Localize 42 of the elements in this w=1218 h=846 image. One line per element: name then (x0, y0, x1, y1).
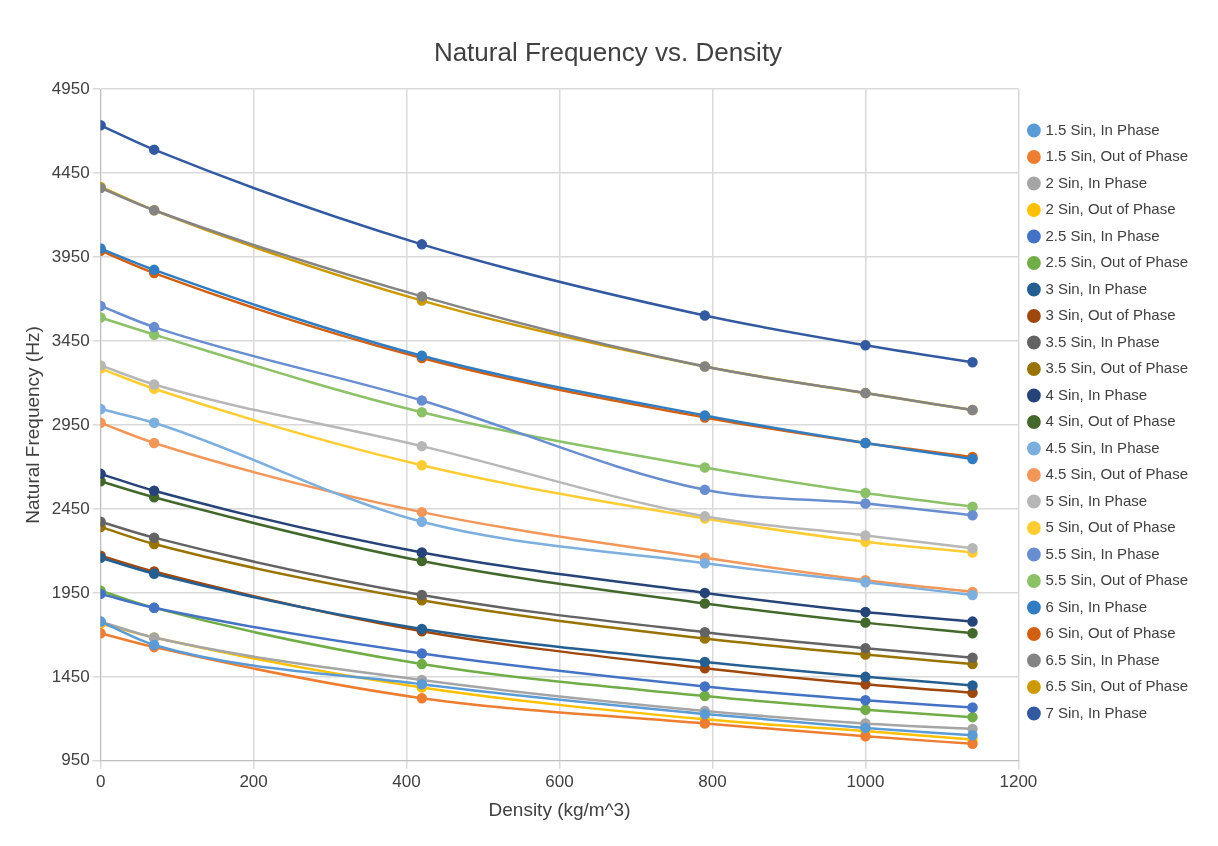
x-tick-label: 0 (95, 771, 106, 791)
x-tick-label: 400 (392, 771, 421, 791)
legend-label: 2 Sin, Out of Phase (1045, 200, 1176, 218)
legend-label: 6 Sin, In Phase (1045, 597, 1148, 615)
legend-label: 7 Sin, In Phase (1045, 703, 1148, 721)
legend-label: 1.5 Sin, Out of Phase (1045, 147, 1189, 165)
x-axis-title: Density (kg/m^3) (488, 798, 631, 820)
legend-label: 2.5 Sin, In Phase (1045, 226, 1160, 244)
legend-label: 2 Sin, In Phase (1045, 173, 1148, 191)
legend-label: 4.5 Sin, In Phase (1045, 438, 1160, 456)
y-tick-label: 2950 (51, 414, 90, 434)
y-tick-label: 2450 (51, 498, 90, 518)
y-tick-label: 4450 (51, 162, 90, 182)
legend-label: 5.5 Sin, Out of Phase (1045, 571, 1189, 589)
y-axis-title: Natural Frequency (Hz) (21, 326, 43, 524)
x-tick-label: 200 (239, 771, 268, 791)
x-tick-label: 600 (545, 771, 574, 791)
legend-label: 4.5 Sin, Out of Phase (1045, 465, 1189, 483)
y-tick-label: 4950 (51, 78, 90, 98)
chart-title: Natural Frequency vs. Density (433, 36, 783, 67)
legend-label: 2.5 Sin, Out of Phase (1045, 253, 1189, 271)
y-tick-label: 950 (61, 750, 90, 770)
legend-label: 3.5 Sin, In Phase (1045, 332, 1160, 350)
y-tick-label: 1450 (51, 666, 90, 686)
y-tick-label: 1950 (51, 582, 90, 602)
legend-label: 3 Sin, Out of Phase (1045, 306, 1176, 324)
x-tick-label: 1200 (999, 771, 1038, 791)
y-tick-label: 3450 (51, 330, 90, 350)
legend-label: 1.5 Sin, In Phase (1045, 120, 1160, 138)
legend-label: 5 Sin, In Phase (1045, 491, 1148, 509)
legend-label: 6.5 Sin, In Phase (1045, 650, 1160, 668)
legend-label: 4 Sin, Out of Phase (1045, 412, 1176, 430)
x-tick-label: 800 (698, 771, 727, 791)
legend-label: 5 Sin, Out of Phase (1045, 518, 1176, 536)
legend-label: 6.5 Sin, Out of Phase (1045, 677, 1189, 695)
legend-label: 3.5 Sin, Out of Phase (1045, 359, 1189, 377)
y-tick-label: 3950 (51, 246, 90, 266)
legend-label: 6 Sin, Out of Phase (1045, 624, 1176, 642)
legend-label: 3 Sin, In Phase (1045, 279, 1148, 297)
legend-label: 4 Sin, In Phase (1045, 385, 1148, 403)
x-tick-label: 1000 (846, 771, 885, 791)
legend-label: 5.5 Sin, In Phase (1045, 544, 1160, 562)
